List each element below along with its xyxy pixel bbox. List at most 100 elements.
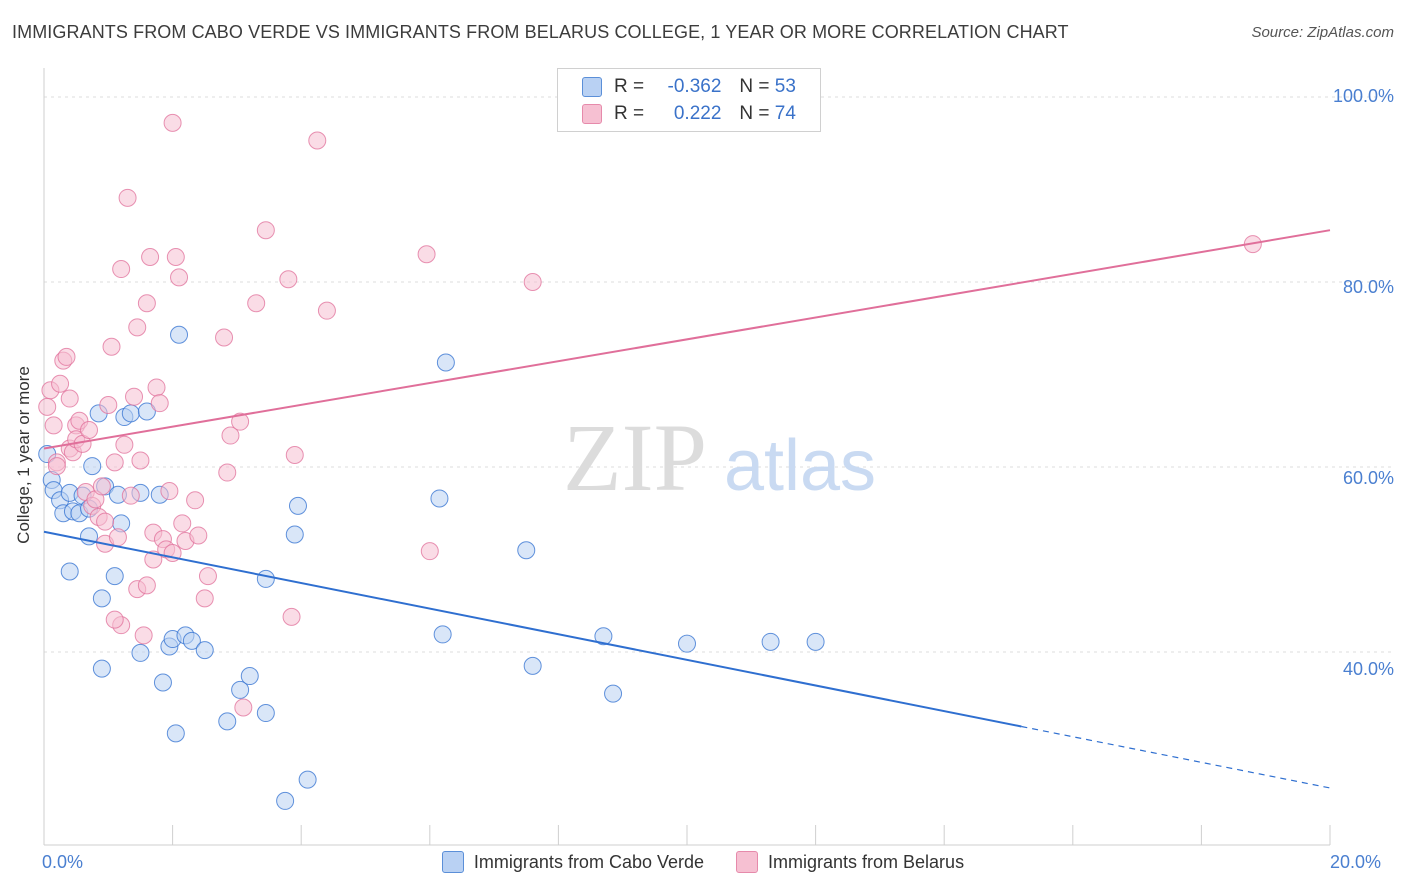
data-point [44,416,63,435]
legend-item-label: Immigrants from Belarus [768,851,965,872]
data-point [125,387,144,406]
legend-swatch-pink [736,851,759,873]
data-point [806,632,825,651]
data-point [761,632,780,651]
data-point [218,712,237,731]
data-point [102,337,121,356]
data-point [523,656,542,675]
watermark: ZIP atlas [563,404,876,511]
data-point [256,221,275,240]
data-point [285,525,304,544]
data-point [195,641,214,660]
y-tick-label: 60.0% [1342,468,1394,488]
legend-n-label: N = [739,103,770,124]
data-point [83,457,102,476]
data-point [150,394,169,413]
legend-row-belarus: R = 0.222 N = 74 [582,102,796,126]
data-point [121,486,140,505]
data-point [298,770,317,789]
legend-n-value: 53 [774,76,796,97]
data-point [92,477,111,496]
data-point [99,396,118,415]
data-point [131,451,150,470]
data-point [198,567,217,586]
data-point [60,562,79,581]
data-point [276,791,295,810]
data-point [247,294,266,313]
trend-lines [43,229,1331,789]
data-point [231,412,250,431]
legend-row-cabo-verde: R = -0.362 N = 53 [582,75,796,99]
data-point [189,526,208,545]
legend-swatch-pink [582,104,602,124]
x-tick-label: 0.0% [42,852,84,872]
x-tick-label: 20.0% [1330,852,1382,872]
data-point [420,542,439,561]
series-belarus-points [38,113,1262,717]
trend-line [43,229,1331,450]
series-cabo-verde-points [38,325,825,810]
data-point [115,435,134,454]
data-point [234,698,253,717]
data-point [173,514,192,533]
data-point [170,325,189,344]
data-point [282,607,301,626]
data-point [517,541,536,560]
data-point [105,453,124,472]
correlation-legend: R = -0.362 N = 53 R = 0.222 N = 74 [557,68,821,132]
data-point [112,260,131,279]
data-point [131,643,150,662]
data-point [594,627,613,646]
data-point [92,659,111,678]
legend-n-label: N = [739,76,770,97]
chart-title: IMMIGRANTS FROM CABO VERDE VS IMMIGRANTS… [12,22,1069,42]
data-point [96,512,115,531]
data-point [51,374,70,393]
data-point [170,268,189,287]
trend-line-solid [43,530,1022,728]
source-label: Source: ZipAtlas.com [1251,24,1394,41]
data-point [38,397,57,416]
data-point [256,704,275,723]
gridlines [44,96,1394,653]
data-point [57,347,76,366]
y-tick-label: 80.0% [1342,277,1394,297]
trend-line-dashed [1021,725,1331,789]
data-point [218,463,237,482]
legend-swatch-blue [582,77,602,97]
data-point [118,188,137,207]
legend-item-belarus: Immigrants from Belarus [736,851,964,873]
data-point [163,113,182,132]
data-point [166,724,185,743]
watermark-atlas: atlas [724,426,876,506]
series-legend: Immigrants from Cabo Verde Immigrants fr… [0,851,1406,873]
legend-n-value: 74 [774,103,796,124]
watermark-zip: ZIP [563,404,707,511]
data-point [153,673,172,692]
data-point [186,491,205,510]
data-point [430,489,449,508]
data-point [436,353,455,372]
data-point [417,245,436,264]
legend-r-label: R = [614,103,645,124]
y-tick-label: 40.0% [1342,659,1394,679]
data-point [137,294,156,313]
data-point [137,576,156,595]
data-point [182,631,201,650]
data-point [433,625,452,644]
y-axis-label: College, 1 year or more [14,366,33,544]
legend-item-cabo-verde: Immigrants from Cabo Verde [441,851,705,873]
data-point [523,273,542,291]
data-point [92,589,111,608]
data-point [231,680,250,699]
data-point [134,626,153,645]
data-point [604,684,623,703]
data-point [240,667,259,686]
data-point [285,445,304,464]
data-point [128,318,147,337]
y-tick-label: 100.0% [1332,86,1394,106]
data-point [80,421,99,439]
data-point [105,610,124,629]
legend-item-label: Immigrants from Cabo Verde [473,851,705,872]
